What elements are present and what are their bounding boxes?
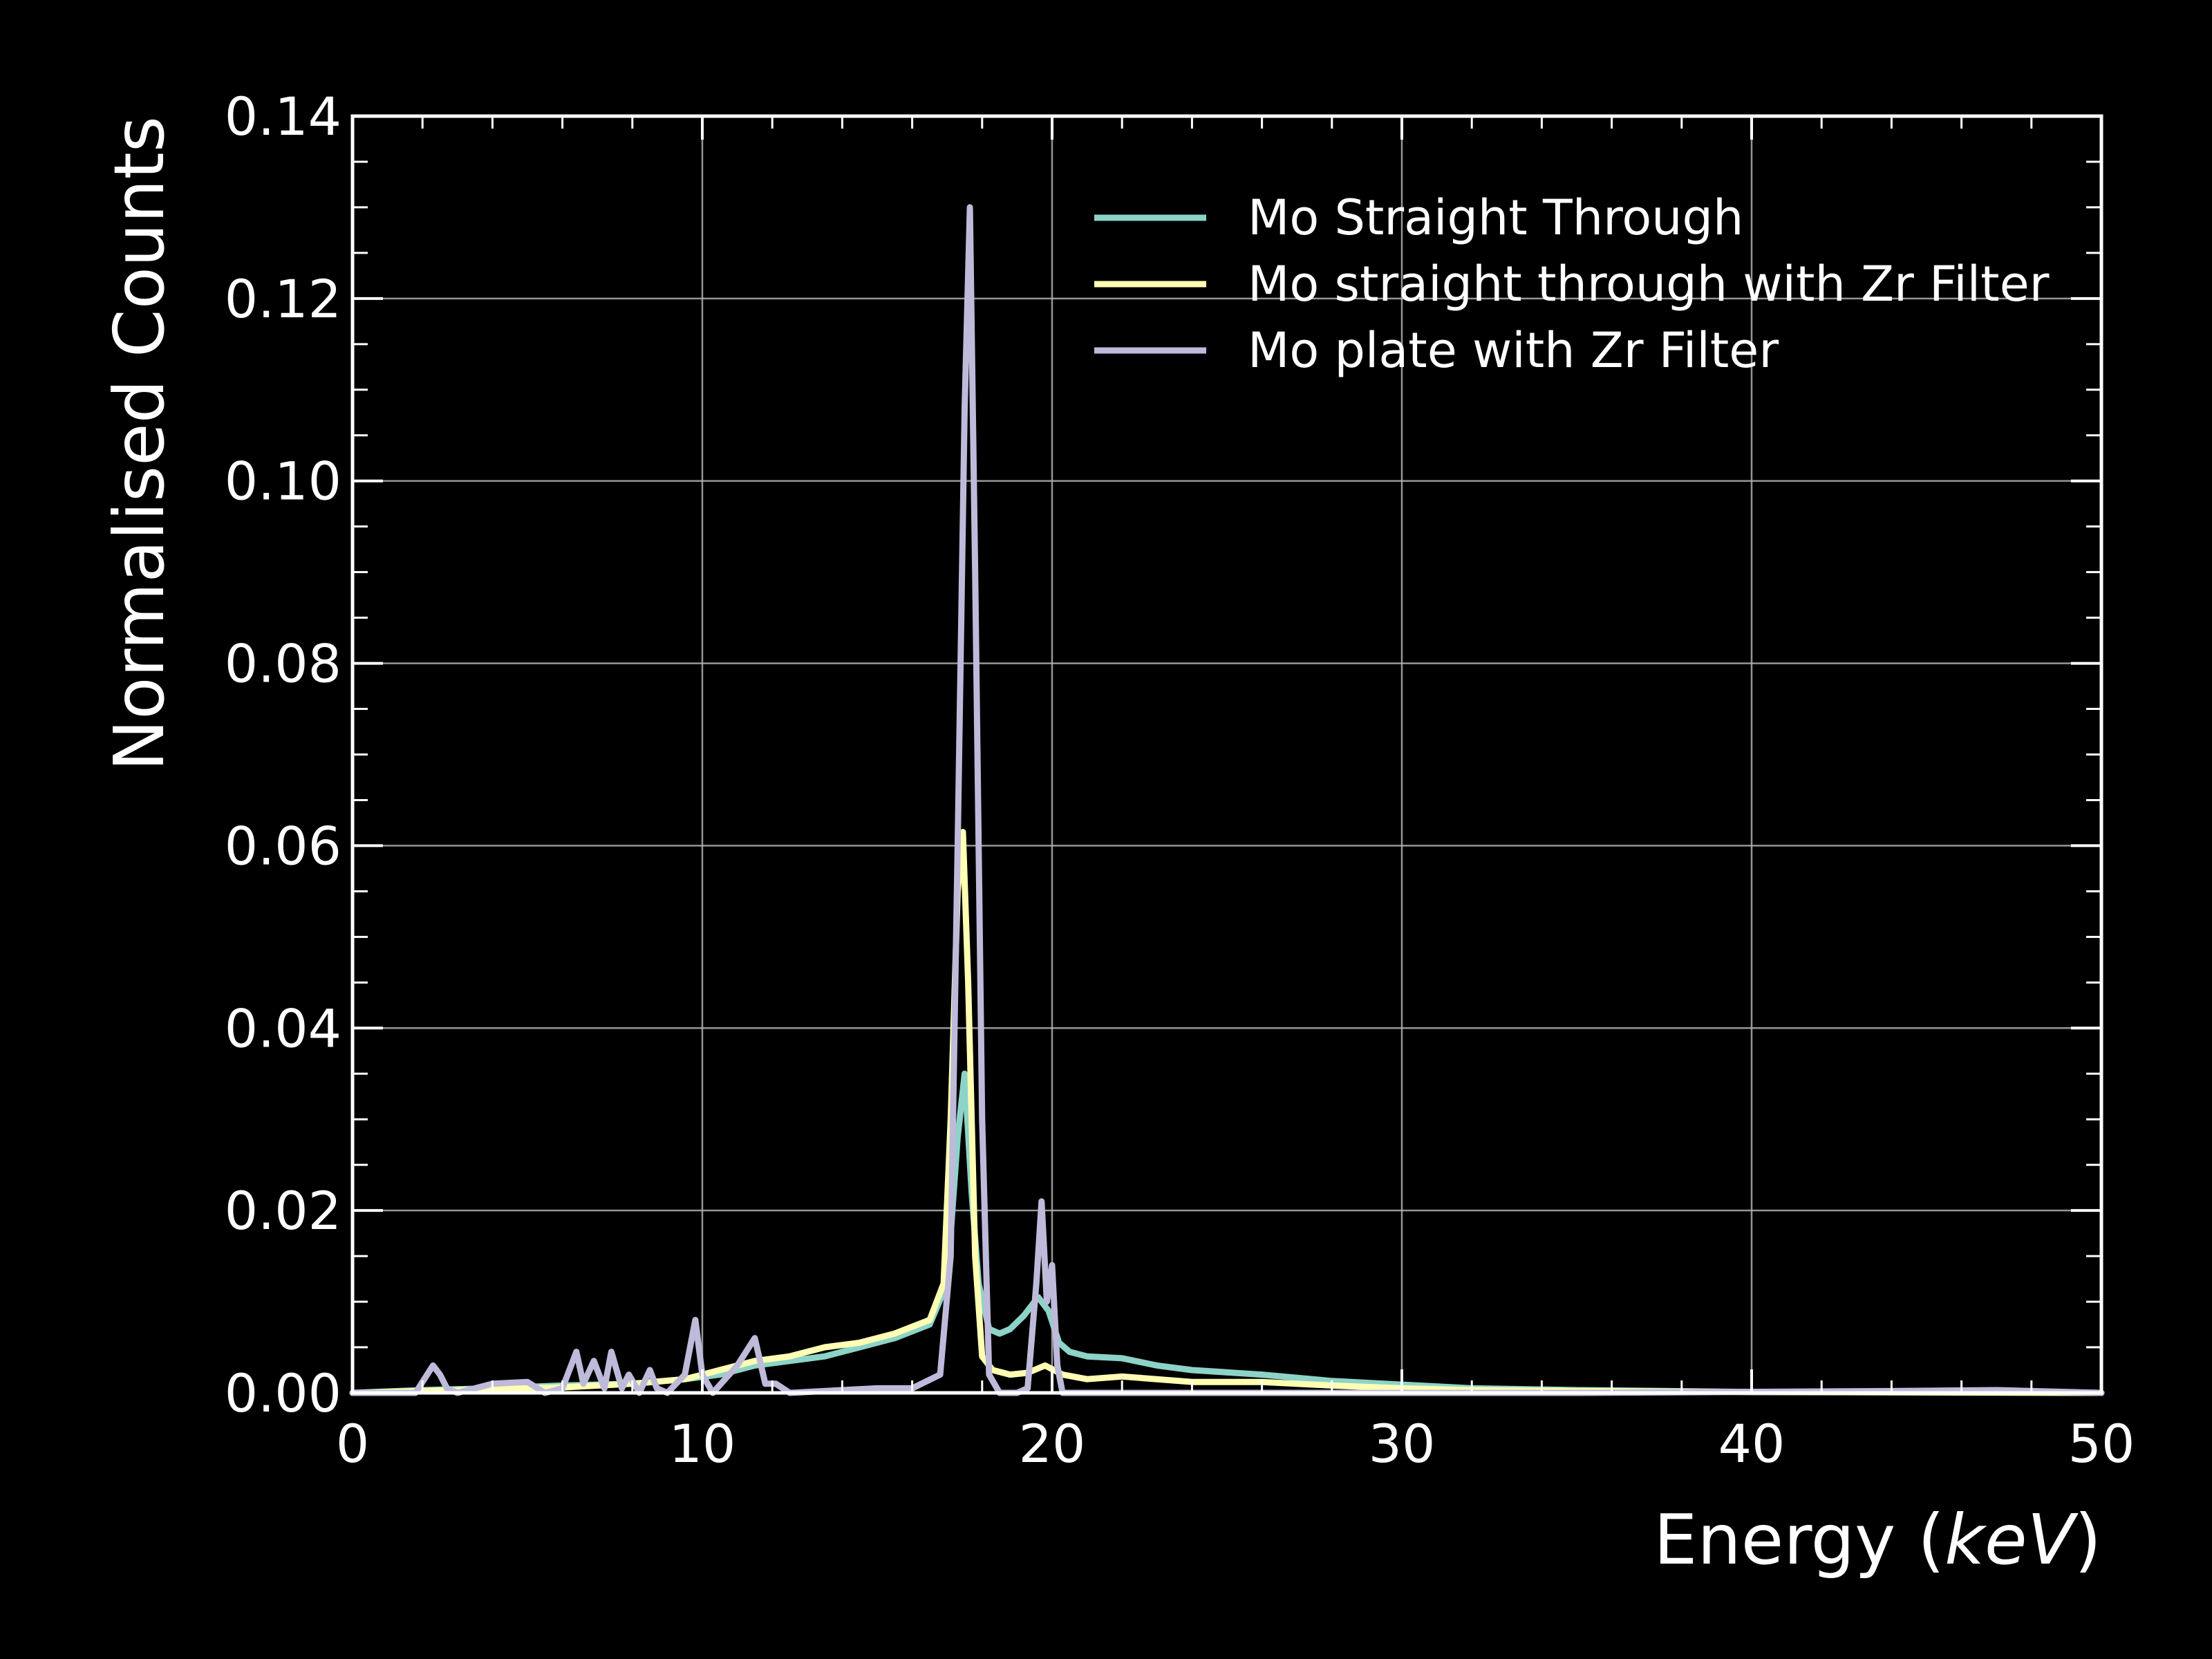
x-tick-label: 30 xyxy=(1369,1413,1436,1474)
legend-label-1: Mo Straight Through xyxy=(1248,189,1743,246)
x-tick-label: 20 xyxy=(1019,1413,1086,1474)
x-tick-label: 50 xyxy=(2068,1413,2135,1474)
y-tick-label: 0.06 xyxy=(225,815,341,877)
x-axis-label-unit: keV xyxy=(1944,1499,2079,1580)
legend-label-3: Mo plate with Zr Filter xyxy=(1248,322,1779,379)
x-tick-label: 10 xyxy=(669,1413,736,1474)
series-line-2 xyxy=(349,829,2105,1396)
y-tick-label: 0.08 xyxy=(225,633,341,695)
y-tick-label: 0.10 xyxy=(225,451,341,512)
grid xyxy=(353,116,2101,1393)
tick-labels: 0 10 20 30 40 50 0.00 0.02 0.04 0.06 0.08 0.10 0.12 0… xyxy=(225,86,2135,1474)
x-axis-label-suffix: ) xyxy=(2074,1499,2101,1580)
y-tick-label: 0.12 xyxy=(225,268,341,330)
series-line-3 xyxy=(349,204,2105,1396)
x-axis-label: Energy (keV) xyxy=(1653,1499,2101,1580)
plot-frame xyxy=(350,114,2103,1395)
y-axis-label: Normalised Counts xyxy=(99,116,180,771)
y-tick-label: 0.04 xyxy=(225,997,341,1059)
x-axis-label-prefix: Energy ( xyxy=(1653,1499,1944,1580)
legend-label-2: Mo straight through with Zr Filter xyxy=(1248,256,2050,312)
y-tick-label: 0.14 xyxy=(225,86,341,147)
y-tick-label: 0.00 xyxy=(225,1362,341,1424)
x-tick-label: 0 xyxy=(336,1413,369,1474)
series-line-1 xyxy=(349,1070,2105,1396)
legend: Mo Straight Through Mo straight through w… xyxy=(1094,189,2050,379)
y-tick-label: 0.02 xyxy=(225,1180,341,1241)
x-tick-label: 40 xyxy=(1718,1413,1785,1474)
series-layer xyxy=(349,204,2105,1396)
